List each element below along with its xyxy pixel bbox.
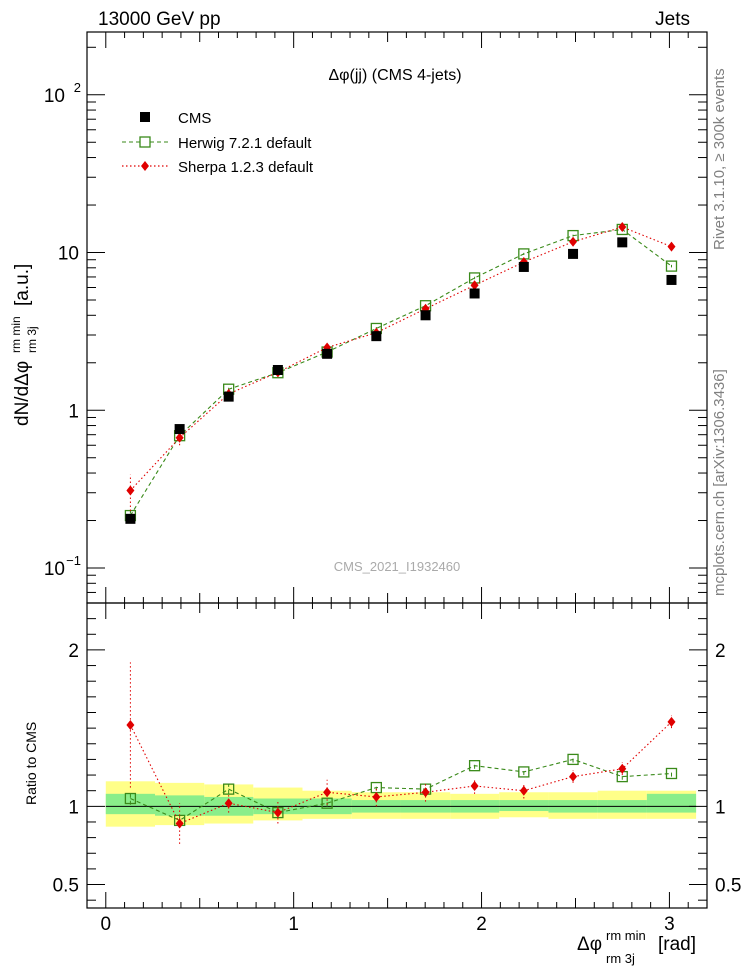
legend-label-herwig: Herwig 7.2.1 default bbox=[178, 135, 312, 152]
main-sherpa-point bbox=[569, 236, 578, 247]
ratio-sherpa-point bbox=[224, 798, 233, 809]
svg-text:[rad]: [rad] bbox=[658, 934, 696, 955]
ratio-sherpa-point bbox=[618, 763, 627, 774]
ratio-herwig-point bbox=[223, 783, 235, 795]
header-process-label: Jets bbox=[655, 9, 690, 30]
legend-entry-cms: CMS bbox=[140, 110, 211, 127]
legend-entry-herwig: Herwig 7.2.1 default bbox=[122, 135, 312, 152]
main-sherpa-line bbox=[129, 226, 672, 491]
ratio-band-inner bbox=[155, 795, 205, 816]
main-sherpa-point bbox=[470, 280, 479, 291]
ratio-sherpa-line bbox=[129, 721, 672, 825]
ratio-sherpa-point bbox=[372, 791, 381, 802]
main-sherpa-point bbox=[667, 241, 676, 252]
main-cms-point bbox=[371, 331, 382, 342]
ratio-x-tick-label: 2 bbox=[476, 914, 487, 935]
svg-text:Δφ: Δφ bbox=[577, 934, 602, 955]
legend: CMS Herwig 7.2.1 default Sherpa 1.2.3 de… bbox=[122, 110, 314, 176]
main-data-layer bbox=[124, 222, 678, 524]
main-plot-title: Δφ(jj) (CMS 4-jets) bbox=[328, 67, 461, 84]
ratio-y-tick-label-right: 0.5 bbox=[715, 876, 741, 897]
legend-label-cms: CMS bbox=[178, 110, 211, 127]
svg-text:dN/dΔφ: dN/dΔφ bbox=[12, 361, 33, 426]
svg-text:rm 3j: rm 3j bbox=[606, 951, 635, 966]
main-cms-point bbox=[174, 424, 185, 435]
ratio-sherpa-point bbox=[569, 771, 578, 782]
main-cms-point bbox=[469, 288, 480, 299]
main-cms-point bbox=[322, 348, 333, 359]
main-herwig-point bbox=[665, 260, 678, 272]
ratio-x-axis-label: Δφ rm min rm 3j [rad] bbox=[577, 928, 696, 966]
svg-text:[a.u.]: [a.u.] bbox=[12, 264, 33, 306]
ratio-plot-frame bbox=[86, 602, 708, 909]
main-cms-point bbox=[223, 391, 234, 402]
ratio-x-tick-label: 1 bbox=[288, 914, 299, 935]
main-cms-point bbox=[568, 248, 579, 259]
main-y-tick-label-exponent: −1 bbox=[66, 553, 81, 568]
main-cms-point bbox=[617, 237, 628, 248]
svg-text:rm 3j: rm 3j bbox=[25, 326, 39, 353]
rivet-version-label: Rivet 3.1.10, ≥ 300k events bbox=[711, 68, 728, 250]
ratio-x-tick-label: 3 bbox=[664, 914, 675, 935]
legend-entry-sherpa: Sherpa 1.2.3 default bbox=[122, 159, 314, 176]
ratio-band-inner bbox=[646, 793, 697, 813]
ratio-herwig-point bbox=[518, 766, 530, 778]
main-sherpa-point bbox=[618, 222, 627, 233]
ratio-band-inner bbox=[499, 800, 549, 812]
ratio-sherpa-point bbox=[667, 716, 676, 727]
main-y-axis-label: dN/dΔφ rm min rm 3j [a.u.] bbox=[9, 264, 39, 426]
ratio-sherpa-point bbox=[470, 781, 479, 791]
ratio-data-layer bbox=[105, 662, 697, 844]
main-y-tick-label: 10 bbox=[44, 86, 65, 107]
ratio-y-tick-label-right: 1 bbox=[715, 797, 726, 818]
main-cms-point bbox=[518, 261, 529, 272]
main-cms-point bbox=[272, 364, 283, 375]
ratio-herwig-point bbox=[124, 792, 137, 805]
legend-marker-cms bbox=[140, 112, 150, 122]
ratio-herwig-point bbox=[665, 767, 678, 780]
ratio-y-axis-label: Ratio to CMS bbox=[23, 722, 39, 805]
ratio-axis-layer: 0 1 2 3 0.5 0.5 1 1 2 2 bbox=[53, 603, 741, 935]
legend-marker-sherpa bbox=[141, 161, 149, 171]
main-y-tick-label: 1 bbox=[68, 401, 79, 422]
ratio-y-tick-label: 1 bbox=[68, 797, 79, 818]
watermark-analysis-id: CMS_2021_I1932460 bbox=[334, 559, 461, 574]
ratio-herwig-point bbox=[567, 753, 579, 766]
ratio-y-tick-label-right: 2 bbox=[715, 641, 726, 662]
main-herwig-line bbox=[129, 228, 672, 516]
main-sherpa-point bbox=[175, 432, 184, 443]
ratio-y-tick-label: 0.5 bbox=[53, 876, 79, 897]
ratio-herwig-point bbox=[321, 797, 333, 809]
header-energy-label: 13000 GeV pp bbox=[98, 9, 221, 30]
legend-label-sherpa: Sherpa 1.2.3 default bbox=[178, 159, 314, 176]
legend-marker-herwig bbox=[139, 136, 151, 148]
ratio-sherpa-point bbox=[421, 787, 430, 798]
ratio-sherpa-point bbox=[519, 785, 528, 796]
svg-text:rm min: rm min bbox=[9, 316, 23, 353]
ratio-plot-panel: 0 1 2 3 0.5 0.5 1 1 2 2 Ratio to CMS Δφ rm min rm… bbox=[23, 602, 741, 966]
main-cms-point bbox=[125, 513, 136, 524]
ratio-sherpa-point bbox=[126, 720, 135, 730]
ratio-x-tick-label: 0 bbox=[100, 914, 111, 935]
main-y-tick-label: 10 bbox=[58, 244, 79, 265]
ratio-sherpa-point bbox=[273, 807, 282, 818]
ratio-sherpa-point bbox=[175, 818, 184, 829]
main-cms-point bbox=[420, 310, 431, 321]
ratio-herwig-point bbox=[468, 760, 481, 772]
svg-text:rm min: rm min bbox=[606, 928, 646, 943]
main-y-tick-label-exponent: 2 bbox=[74, 80, 81, 95]
ratio-y-tick-label: 2 bbox=[68, 641, 79, 662]
ratio-sherpa-point bbox=[323, 787, 332, 798]
main-cms-point bbox=[666, 274, 677, 285]
main-y-tick-label: 10 bbox=[44, 559, 65, 580]
main-sherpa-point bbox=[126, 485, 135, 496]
mcplots-reference-label: mcplots.cern.ch [arXiv:1306.3436] bbox=[711, 369, 728, 596]
